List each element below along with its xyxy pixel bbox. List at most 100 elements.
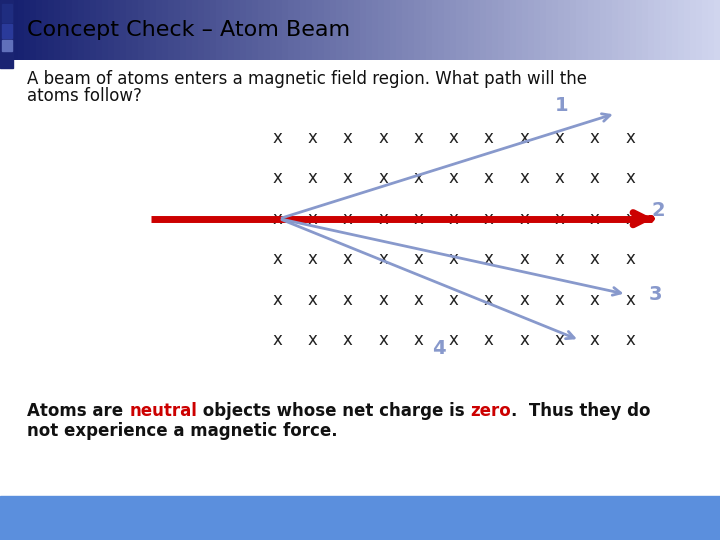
Bar bbox=[426, 0, 432, 60]
Text: x: x bbox=[307, 250, 318, 268]
Bar bbox=[714, 0, 720, 60]
Text: x: x bbox=[343, 250, 353, 268]
Text: x: x bbox=[343, 291, 353, 309]
Bar bbox=[438, 0, 444, 60]
Text: x: x bbox=[484, 129, 494, 147]
Text: x: x bbox=[272, 210, 282, 228]
Text: x: x bbox=[484, 169, 494, 187]
Text: x: x bbox=[378, 169, 388, 187]
Bar bbox=[546, 0, 552, 60]
Bar bbox=[666, 0, 672, 60]
Bar bbox=[516, 0, 522, 60]
Bar bbox=[0, 0, 6, 60]
Bar bbox=[636, 0, 642, 60]
Text: .  Thus they do: . Thus they do bbox=[511, 402, 651, 420]
Bar bbox=[312, 0, 318, 60]
Text: x: x bbox=[625, 250, 635, 268]
Bar bbox=[528, 0, 534, 60]
Bar bbox=[654, 0, 660, 60]
Bar bbox=[648, 0, 654, 60]
Bar bbox=[72, 0, 78, 60]
Bar bbox=[66, 0, 72, 60]
Bar bbox=[186, 0, 192, 60]
Text: x: x bbox=[484, 210, 494, 228]
Bar bbox=[294, 0, 300, 60]
Text: x: x bbox=[590, 129, 600, 147]
Text: x: x bbox=[272, 291, 282, 309]
Text: x: x bbox=[625, 169, 635, 187]
Bar bbox=[246, 0, 252, 60]
Bar bbox=[300, 0, 306, 60]
Text: A beam of atoms enters a magnetic field region. What path will the: A beam of atoms enters a magnetic field … bbox=[27, 70, 588, 88]
Text: x: x bbox=[378, 129, 388, 147]
Bar bbox=[150, 0, 156, 60]
Bar bbox=[588, 0, 594, 60]
Text: 3: 3 bbox=[649, 285, 662, 304]
Bar bbox=[48, 0, 54, 60]
Bar bbox=[12, 0, 18, 60]
Text: x: x bbox=[449, 250, 459, 268]
Bar bbox=[0, 496, 720, 540]
Bar bbox=[468, 0, 474, 60]
Text: x: x bbox=[449, 169, 459, 187]
Bar bbox=[18, 0, 24, 60]
Bar bbox=[408, 0, 414, 60]
Bar bbox=[450, 0, 456, 60]
Bar bbox=[276, 0, 282, 60]
Text: x: x bbox=[378, 210, 388, 228]
Bar bbox=[540, 0, 546, 60]
Text: x: x bbox=[519, 129, 529, 147]
Text: x: x bbox=[519, 169, 529, 187]
Bar bbox=[318, 0, 324, 60]
Bar bbox=[108, 0, 114, 60]
Text: x: x bbox=[343, 210, 353, 228]
Bar bbox=[702, 0, 708, 60]
Bar bbox=[558, 0, 564, 60]
Text: x: x bbox=[519, 210, 529, 228]
Bar bbox=[84, 0, 90, 60]
Text: x: x bbox=[413, 291, 423, 309]
Text: x: x bbox=[272, 129, 282, 147]
Bar bbox=[432, 0, 438, 60]
Bar bbox=[114, 0, 120, 60]
Text: x: x bbox=[343, 129, 353, 147]
Text: x: x bbox=[590, 169, 600, 187]
Bar bbox=[576, 0, 582, 60]
Text: x: x bbox=[307, 331, 318, 349]
Bar bbox=[120, 0, 126, 60]
Bar bbox=[354, 0, 360, 60]
Bar bbox=[192, 0, 198, 60]
Bar bbox=[306, 0, 312, 60]
Bar bbox=[144, 0, 150, 60]
Text: x: x bbox=[413, 250, 423, 268]
Text: x: x bbox=[343, 331, 353, 349]
Bar bbox=[240, 0, 246, 60]
Bar bbox=[618, 0, 624, 60]
Bar bbox=[156, 0, 162, 60]
Bar bbox=[36, 0, 42, 60]
Text: x: x bbox=[272, 169, 282, 187]
Text: atoms follow?: atoms follow? bbox=[27, 87, 143, 105]
Bar bbox=[96, 0, 102, 60]
Bar bbox=[132, 0, 138, 60]
Text: x: x bbox=[554, 331, 564, 349]
Bar bbox=[102, 0, 108, 60]
Text: What charge would follow path 3?  What about path 1?: What charge would follow path 3? What ab… bbox=[125, 533, 652, 540]
Text: x: x bbox=[554, 169, 564, 187]
Text: x: x bbox=[449, 331, 459, 349]
Text: x: x bbox=[413, 169, 423, 187]
Text: x: x bbox=[519, 291, 529, 309]
Bar bbox=[0, 0, 13, 68]
Text: x: x bbox=[307, 291, 318, 309]
Bar bbox=[228, 0, 234, 60]
Bar bbox=[552, 0, 558, 60]
Text: x: x bbox=[449, 291, 459, 309]
Bar bbox=[126, 0, 132, 60]
Bar bbox=[696, 0, 702, 60]
Bar bbox=[672, 0, 678, 60]
Bar bbox=[474, 0, 480, 60]
Bar bbox=[60, 0, 66, 60]
Bar bbox=[480, 0, 486, 60]
Text: x: x bbox=[625, 291, 635, 309]
Bar bbox=[24, 0, 30, 60]
